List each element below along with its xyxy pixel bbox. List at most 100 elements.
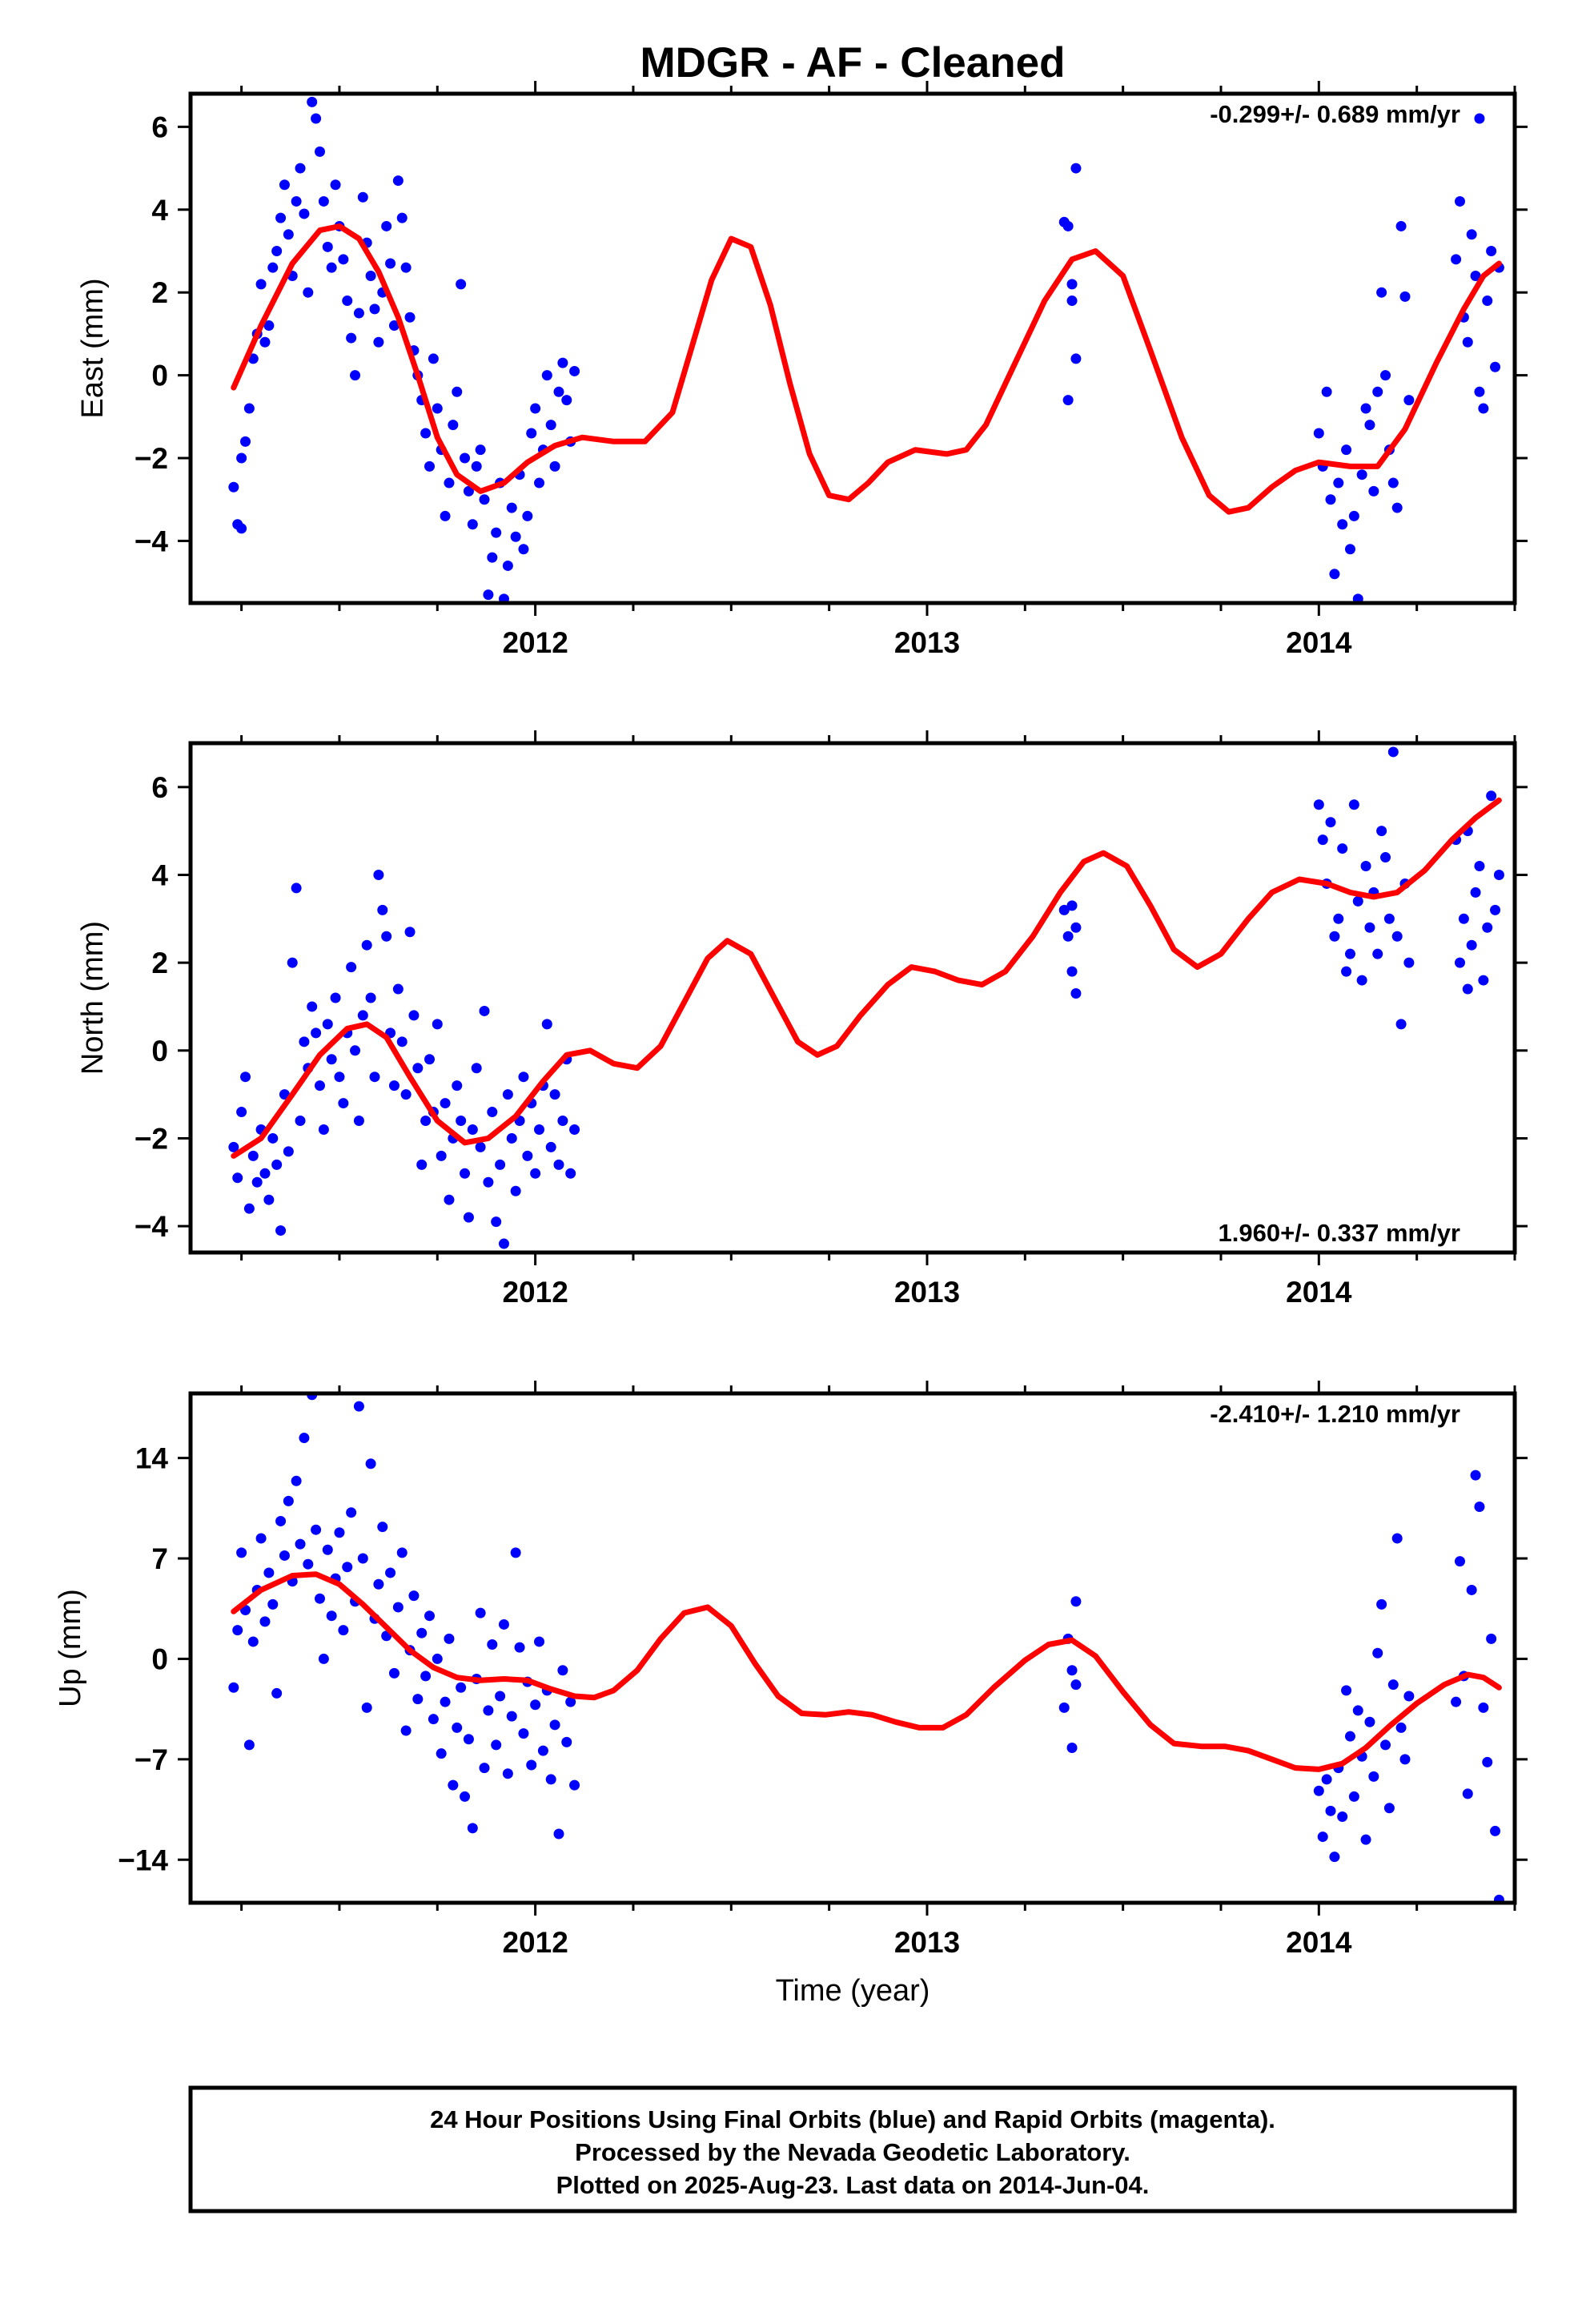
east-data-point xyxy=(1356,469,1367,480)
north-data-point xyxy=(1395,1019,1407,1030)
east-data-point xyxy=(255,279,267,290)
north-data-point xyxy=(1474,861,1485,872)
up-data-point xyxy=(1380,1739,1391,1751)
north-data-point xyxy=(259,1168,271,1179)
east-y-tick-label: 0 xyxy=(151,360,168,392)
north-data-point xyxy=(408,1010,420,1021)
north-data-point xyxy=(1333,913,1344,924)
east-data-point xyxy=(299,208,310,219)
east-data-point xyxy=(1403,395,1415,406)
east-data-point xyxy=(448,420,459,431)
north-data-point xyxy=(1337,843,1348,854)
east-data-point xyxy=(1490,361,1501,372)
up-x-tick-label: 2014 xyxy=(1286,1926,1352,1959)
east-data-point xyxy=(263,320,275,332)
east-data-point xyxy=(1062,395,1074,406)
east-data-point xyxy=(1454,195,1465,207)
north-data-point xyxy=(1454,957,1465,968)
north-data-point xyxy=(530,1168,541,1179)
east-data-point xyxy=(279,179,290,191)
up-data-point xyxy=(569,1779,580,1791)
north-data-point xyxy=(1313,799,1324,810)
east-data-point xyxy=(357,191,368,203)
east-data-point xyxy=(388,320,400,332)
east-data-point xyxy=(1333,477,1344,489)
up-data-point xyxy=(247,1636,259,1647)
east-y-tick-label: 4 xyxy=(151,194,168,227)
north-data-point xyxy=(1062,931,1074,942)
east-data-point xyxy=(1066,279,1078,290)
north-data-point xyxy=(267,1132,279,1144)
up-data-point xyxy=(467,1823,478,1834)
east-data-point xyxy=(236,523,247,534)
up-data-point xyxy=(400,1725,412,1736)
east-data-point xyxy=(259,336,271,348)
up-data-point xyxy=(565,1696,576,1707)
up-data-point xyxy=(440,1696,451,1707)
up-data-point xyxy=(299,1433,310,1444)
east-x-tick-label: 2012 xyxy=(502,626,568,659)
east-data-point xyxy=(522,510,533,521)
east-data-point xyxy=(1470,271,1481,282)
east-data-point xyxy=(1344,544,1355,555)
east-data-point xyxy=(1070,163,1082,174)
up-data-point xyxy=(373,1578,384,1590)
north-y-tick-label: 0 xyxy=(151,1035,168,1068)
east-data-point xyxy=(291,195,302,207)
up-data-point xyxy=(338,1625,349,1636)
north-data-point xyxy=(1478,975,1489,986)
north-data-point xyxy=(318,1124,329,1135)
north-data-point xyxy=(479,1005,490,1016)
north-data-point xyxy=(565,1168,576,1179)
east-data-point xyxy=(314,146,325,157)
east-data-point xyxy=(561,395,572,406)
footer-box: 24 Hour Positions Using Final Orbits (bl… xyxy=(188,2085,1517,2213)
up-data-point xyxy=(479,1763,490,1774)
figure-title: MDGR - AF - Cleaned xyxy=(640,39,1066,86)
east-panel: 2012 2013 2014 −4 −2 0 2 4 6 East (mm) -0.299+/- 0… xyxy=(76,81,1528,659)
east-data-point xyxy=(1395,220,1407,231)
east-data-point xyxy=(1325,494,1336,505)
north-data-point xyxy=(452,1080,463,1092)
north-data-point xyxy=(1462,983,1473,995)
east-data-point xyxy=(1451,254,1462,265)
north-data-point xyxy=(1066,900,1078,911)
east-data-point xyxy=(1337,519,1348,530)
north-x-tick-label: 2014 xyxy=(1286,1276,1352,1309)
up-data-point xyxy=(1478,1702,1489,1713)
north-data-point xyxy=(1458,913,1469,924)
up-data-point xyxy=(510,1547,521,1558)
up-data-point xyxy=(353,1401,364,1412)
east-data-point xyxy=(1372,386,1383,397)
east-data-point xyxy=(549,460,560,472)
up-data-point xyxy=(342,1562,353,1573)
north-data-point xyxy=(357,1010,368,1021)
north-y-tick-label: 6 xyxy=(151,771,168,804)
north-data-point xyxy=(424,1054,436,1065)
north-data-point xyxy=(436,1150,447,1161)
north-data-point xyxy=(502,1089,513,1100)
east-data-point xyxy=(1486,245,1497,256)
east-data-point xyxy=(373,336,384,348)
east-data-point xyxy=(1348,510,1359,521)
up-data-point xyxy=(1466,1584,1477,1595)
up-data-point xyxy=(1383,1803,1395,1814)
east-plot-area xyxy=(228,96,1504,603)
up-data-point xyxy=(416,1627,428,1638)
up-data-point xyxy=(444,1633,455,1644)
north-data-point xyxy=(1466,939,1477,951)
up-axis-frame xyxy=(188,1391,1517,1905)
north-data-point xyxy=(1348,799,1359,810)
east-data-point xyxy=(534,477,545,489)
north-data-point xyxy=(311,1027,322,1039)
east-data-point xyxy=(428,353,439,364)
up-panel: 2012 2013 2014 −14 −7 0 7 14 Up (mm) -2.410+/- 1.… xyxy=(54,1381,1528,1959)
east-data-point xyxy=(467,519,478,530)
north-data-point xyxy=(553,1159,564,1170)
east-data-point xyxy=(1482,296,1493,307)
up-data-point xyxy=(1470,1470,1481,1481)
up-plot-area xyxy=(228,1393,1504,1903)
east-data-point xyxy=(569,365,580,376)
up-data-point xyxy=(1399,1754,1411,1765)
